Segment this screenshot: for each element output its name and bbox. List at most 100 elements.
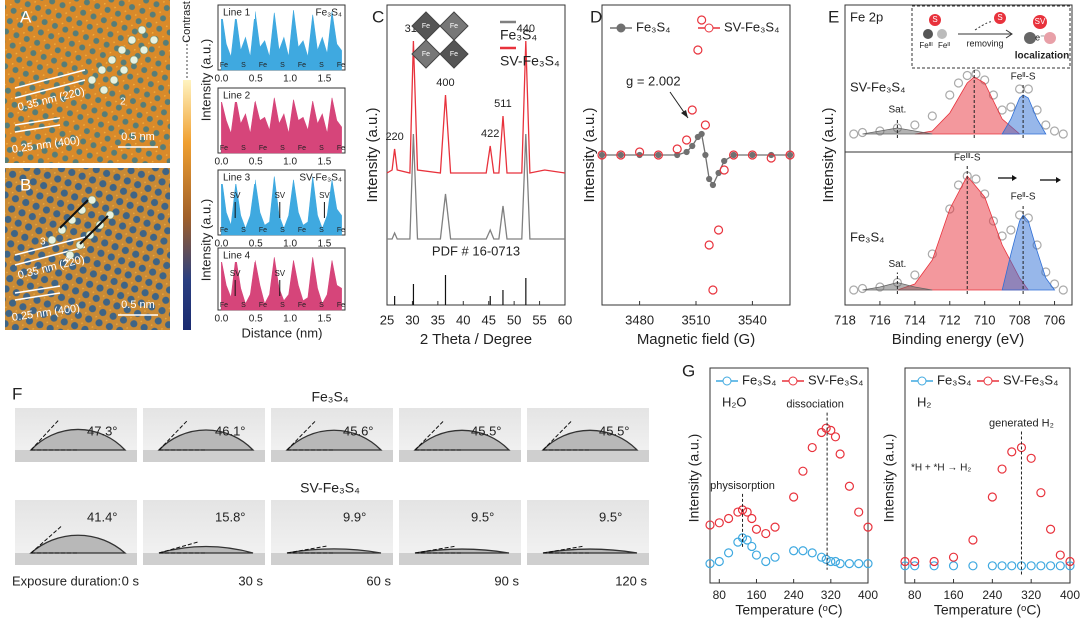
tangent (542, 419, 573, 451)
data-point (929, 561, 939, 571)
data-point (987, 561, 997, 571)
data-line (602, 132, 790, 187)
data-point (854, 507, 864, 517)
tangent (158, 419, 189, 451)
atom-chain (47, 25, 159, 260)
data-point (863, 559, 873, 569)
data-point (693, 45, 703, 55)
profile-annotation: SV-Fe₃S₄ (299, 173, 342, 184)
gas-label: H₂ (917, 394, 931, 409)
peak-label: S (280, 302, 285, 309)
data-point (1023, 84, 1033, 94)
data-point (786, 151, 794, 159)
data-point (785, 150, 795, 160)
site-label: 4 (64, 255, 70, 266)
peak-label: S (319, 227, 324, 234)
legend-label: SV-Fe₃S₄ (808, 372, 863, 387)
contact-angle: 9.5° (471, 509, 494, 524)
contact-angle: 15.8° (215, 509, 246, 524)
legend-swatch (983, 376, 993, 386)
sv-label: SV (230, 269, 241, 278)
duration-label: 0 s (122, 573, 140, 588)
data-point (1065, 556, 1075, 567)
data-point (927, 111, 937, 121)
legend-label: SV-Fe₃S₄ (724, 19, 779, 34)
duration-label: 120 s (615, 573, 647, 588)
x-tick-label: 80 (908, 588, 922, 602)
data-line (387, 133, 565, 240)
data-point (705, 559, 715, 569)
data-point (617, 151, 624, 159)
data-point (689, 142, 696, 150)
inset-label: Feᴵᴵᴵ (919, 41, 932, 50)
sv-label: SV (319, 191, 330, 200)
peak-label: S (241, 62, 246, 69)
data-point (1006, 225, 1016, 235)
x-tick-label: 3510 (682, 312, 711, 327)
tangent (542, 545, 585, 554)
legend-swatch (722, 376, 732, 386)
fit-component (1001, 214, 1056, 291)
gas-label: H₂O (722, 394, 747, 409)
line-profile (221, 10, 342, 71)
contact-angle: 45.6° (343, 423, 374, 438)
data-point (1036, 561, 1046, 571)
data-point (721, 157, 728, 165)
vacancy-arrows (59, 199, 109, 245)
peak-label: 511 (494, 98, 512, 110)
x-tick-label: 240 (784, 588, 804, 602)
x-tick-label: 718 (834, 312, 856, 327)
data-point (714, 556, 724, 567)
x-tick-label: 712 (939, 312, 961, 327)
x-tick-label: 160 (746, 588, 766, 602)
x-tick-label: 714 (904, 312, 926, 327)
shift-arrowhead (1012, 175, 1061, 183)
data-point (655, 151, 662, 159)
legend-label: Fe₃S₄ (500, 27, 537, 43)
x-tick-label: 1.5 (317, 239, 331, 250)
data-point (598, 151, 606, 159)
data-point (634, 147, 645, 157)
x-axis-label: Magnetic field (G) (637, 331, 755, 348)
data-point (857, 127, 868, 138)
data-point (706, 175, 713, 183)
panel-label: E (828, 7, 839, 26)
data-point (807, 442, 817, 453)
data-point (1058, 285, 1068, 295)
x-tick-label: 25 (380, 312, 394, 327)
x-axis-label: Binding energy (eV) (892, 331, 1025, 348)
substrate (15, 553, 137, 565)
peak-label: 220 (385, 131, 403, 143)
x-tick-label: 320 (1021, 588, 1041, 602)
data-point (770, 552, 780, 562)
inset-label: Fe (450, 51, 458, 58)
y-axis-label: Intensity (a.u.) (881, 434, 897, 523)
inset-label: Fe (422, 23, 430, 30)
inset-label: e⁻ (1035, 32, 1045, 42)
data-point (751, 524, 762, 534)
data-point (821, 554, 831, 564)
inset-atom (1024, 32, 1036, 44)
x-tick-label: 35 (431, 312, 445, 327)
plot-frame (904, 367, 1071, 584)
x-tick-label: 1.0 (283, 314, 297, 325)
x-tick-label: 0.0 (214, 157, 228, 168)
legend-label: Fe₃S₄ (937, 372, 971, 387)
scale-label: 0.5 nm (121, 299, 155, 311)
inset-arrow (958, 29, 1013, 39)
data-point (1015, 84, 1025, 94)
inset-atom (937, 29, 947, 39)
data-point (1045, 561, 1056, 571)
data-point (687, 105, 697, 115)
x-tick-label: 0.0 (214, 74, 228, 85)
data-point (929, 556, 939, 567)
data-point (1026, 453, 1036, 463)
x-tick-label: 80 (713, 588, 727, 602)
data-point (849, 285, 859, 295)
substrate (527, 450, 649, 462)
data-point (971, 174, 981, 184)
legend-label: SV-Fe₃S₄ (1003, 372, 1058, 387)
data-point (672, 144, 682, 154)
peak-label: Fe (220, 145, 228, 152)
